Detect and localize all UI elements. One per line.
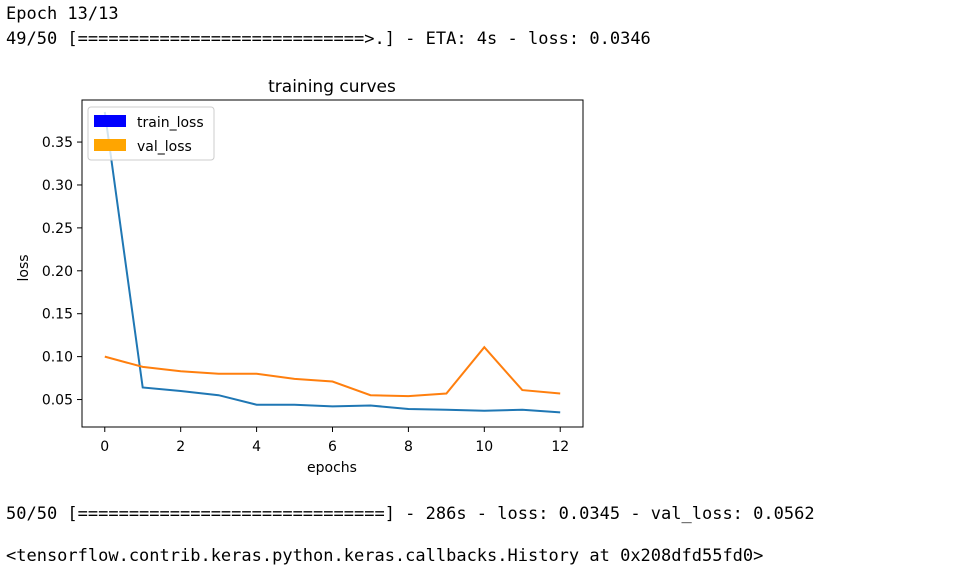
epoch-header-line: Epoch 13/13 bbox=[6, 4, 119, 24]
y-tick-label: 0.30 bbox=[42, 178, 73, 194]
x-tick-label: 10 bbox=[475, 439, 493, 455]
history-object-line: <tensorflow.contrib.keras.python.keras.c… bbox=[6, 546, 764, 566]
y-tick-label: 0.20 bbox=[42, 264, 73, 280]
x-tick-label: 4 bbox=[252, 439, 261, 455]
y-tick-label: 0.10 bbox=[42, 350, 73, 366]
progress-line: 49/50 [============================>.] -… bbox=[6, 29, 651, 49]
x-tick-label: 2 bbox=[176, 439, 185, 455]
legend-label-val-loss: val_loss bbox=[137, 139, 192, 155]
x-tick-label: 12 bbox=[551, 439, 569, 455]
series-line-val-loss bbox=[104, 345, 561, 398]
y-tick-label: 0.25 bbox=[42, 221, 73, 237]
y-tick-label: 0.05 bbox=[42, 393, 73, 409]
chart-legend: train_loss val_loss bbox=[87, 106, 215, 161]
series-line-train-loss bbox=[103, 111, 561, 414]
x-tick-label: 8 bbox=[404, 439, 413, 455]
training-curves-chart: training curves 0.05 0.10 0.15 0.20 0.25 0.30… bbox=[16, 77, 584, 476]
x-axis-label: epochs bbox=[307, 460, 357, 476]
legend-swatch-train-loss bbox=[94, 115, 126, 127]
chart-title: training curves bbox=[268, 77, 396, 97]
y-tick-label: 0.35 bbox=[42, 135, 73, 151]
epoch-summary-line: 50/50 [==============================] -… bbox=[6, 504, 815, 524]
y-axis-label: loss bbox=[16, 254, 32, 281]
y-tick-label: 0.15 bbox=[42, 307, 73, 323]
legend-label-train-loss: train_loss bbox=[137, 115, 204, 131]
x-tick-label: 6 bbox=[328, 439, 337, 455]
x-tick-label: 0 bbox=[100, 439, 109, 455]
legend-swatch-val-loss bbox=[94, 139, 126, 151]
